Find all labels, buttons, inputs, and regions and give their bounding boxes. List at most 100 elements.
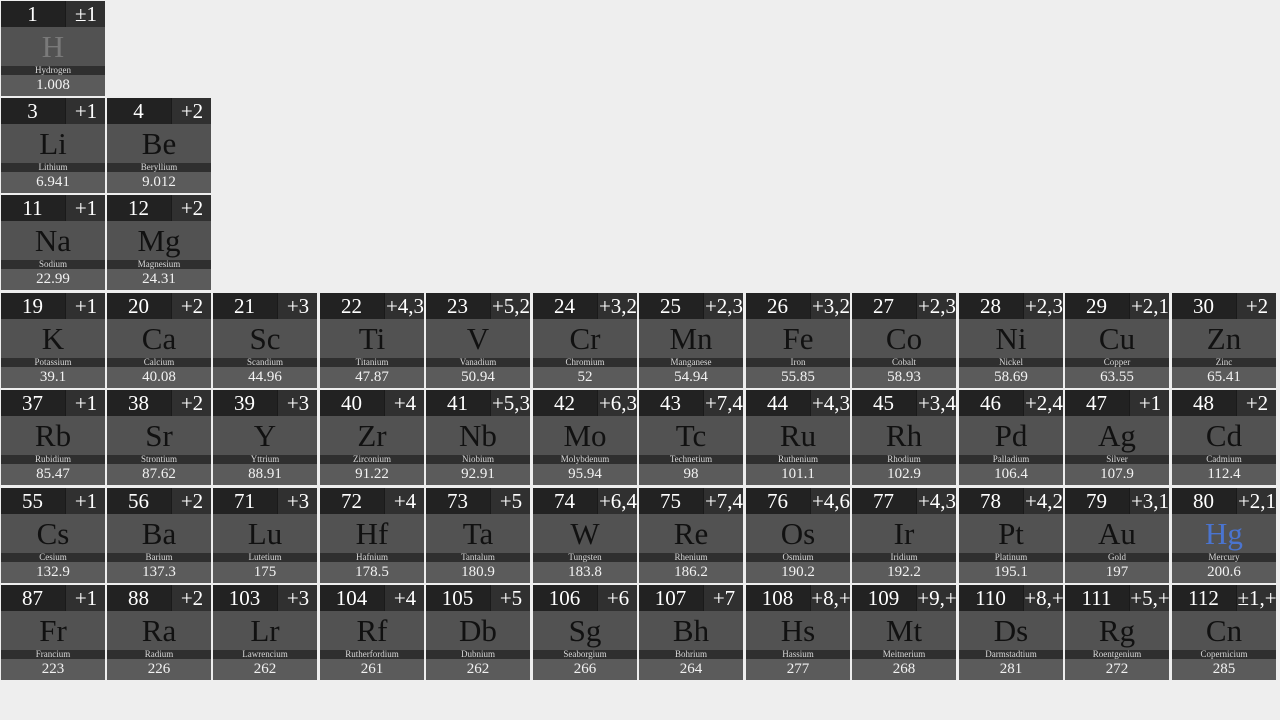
element-header: 78 +4,2: [959, 488, 1063, 514]
element-cell-rhodium[interactable]: 45 +3,4 Rh Rhodium 102.9: [852, 390, 956, 485]
element-cell-rubidium[interactable]: 37 +1 Rb Rubidium 85.47: [1, 390, 105, 485]
atomic-mass: 88.91: [213, 464, 317, 485]
element-cell-gold[interactable]: 79 +3,1 Au Gold 197: [1065, 488, 1169, 583]
element-cell-rhenium[interactable]: 75 +7,4 Re Rhenium 186.2: [639, 488, 743, 583]
element-name: Ruthenium: [746, 455, 850, 464]
element-cell-nickel[interactable]: 28 +2,3 Ni Nickel 58.69: [959, 293, 1063, 388]
element-cell-hafnium[interactable]: 72 +4 Hf Hafnium 178.5: [320, 488, 424, 583]
element-symbol: Rh: [852, 416, 956, 455]
oxidation-states: +4: [384, 585, 424, 611]
atomic-number: 73: [447, 489, 468, 513]
element-cell-bohrium[interactable]: 107 +7 Bh Bohrium 264: [639, 585, 743, 680]
element-cell-osmium[interactable]: 76 +4,6 Os Osmium 190.2: [746, 488, 850, 583]
atomic-number: 105: [441, 586, 474, 610]
element-name: Meitnerium: [852, 650, 956, 659]
element-cell-potassium[interactable]: 19 +1 K Potassium 39.1: [1, 293, 105, 388]
element-header: 72 +4: [320, 488, 424, 514]
oxidation-states: +3,1: [1129, 488, 1169, 514]
element-header: 40 +4: [320, 390, 424, 416]
atomic-mass: 52: [533, 367, 637, 388]
element-name: Vanadium: [426, 358, 530, 367]
element-symbol: Mo: [533, 416, 637, 455]
element-name: Roentgenium: [1065, 650, 1169, 659]
element-cell-seaborgium[interactable]: 106 +6 Sg Seaborgium 266: [533, 585, 637, 680]
element-cell-tungsten[interactable]: 74 +6,4 W Tungsten 183.8: [533, 488, 637, 583]
element-cell-beryllium[interactable]: 4 +2 Be Beryllium 9.012: [107, 98, 211, 193]
element-cell-magnesium[interactable]: 12 +2 Mg Magnesium 24.31: [107, 195, 211, 290]
element-header: 103 +3: [213, 585, 317, 611]
oxidation-states: +2,4: [1023, 390, 1063, 416]
oxidation-states: +6: [597, 585, 637, 611]
atomic-number: 42: [554, 391, 575, 415]
element-cell-copernicium[interactable]: 112 ±1,+ Cn Copernicium 285: [1172, 585, 1276, 680]
element-cell-palladium[interactable]: 46 +2,4 Pd Palladium 106.4: [959, 390, 1063, 485]
element-cell-manganese[interactable]: 25 +2,3 Mn Manganese 54.94: [639, 293, 743, 388]
atomic-mass: 47.87: [320, 367, 424, 388]
element-cell-technetium[interactable]: 43 +7,4 Tc Technetium 98: [639, 390, 743, 485]
element-cell-cadmium[interactable]: 48 +2 Cd Cadmium 112.4: [1172, 390, 1276, 485]
element-cell-iron[interactable]: 26 +3,2 Fe Iron 55.85: [746, 293, 850, 388]
element-cell-radium[interactable]: 88 +2 Ra Radium 226: [107, 585, 211, 680]
element-cell-lithium[interactable]: 3 +1 Li Lithium 6.941: [1, 98, 105, 193]
element-cell-platinum[interactable]: 78 +4,2 Pt Platinum 195.1: [959, 488, 1063, 583]
element-name: Seaborgium: [533, 650, 637, 659]
oxidation-states: +2: [171, 585, 211, 611]
atomic-number: 110: [975, 586, 1006, 610]
element-symbol: Ds: [959, 611, 1063, 650]
element-cell-cesium[interactable]: 55 +1 Cs Cesium 132.9: [1, 488, 105, 583]
atomic-mass: 87.62: [107, 464, 211, 485]
element-cell-chromium[interactable]: 24 +3,2 Cr Chromium 52: [533, 293, 637, 388]
element-name: Barium: [107, 553, 211, 562]
atomic-mass: 6.941: [1, 172, 105, 193]
element-name: Dubnium: [426, 650, 530, 659]
element-cell-mercury[interactable]: 80 +2,1 Hg Mercury 200.6: [1172, 488, 1276, 583]
element-cell-rutherfordium[interactable]: 104 +4 Rf Rutherfordium 261: [320, 585, 424, 680]
oxidation-states: ±1,+: [1236, 585, 1276, 611]
element-cell-zirconium[interactable]: 40 +4 Zr Zirconium 91.22: [320, 390, 424, 485]
element-cell-copper[interactable]: 29 +2,1 Cu Copper 63.55: [1065, 293, 1169, 388]
element-cell-tantalum[interactable]: 73 +5 Ta Tantalum 180.9: [426, 488, 530, 583]
element-cell-roentgenium[interactable]: 111 +5,+ Rg Roentgenium 272: [1065, 585, 1169, 680]
element-cell-titanium[interactable]: 22 +4,3 Ti Titanium 47.87: [320, 293, 424, 388]
element-header: 77 +4,3: [852, 488, 956, 514]
element-cell-zinc[interactable]: 30 +2 Zn Zinc 65.41: [1172, 293, 1276, 388]
element-cell-scandium[interactable]: 21 +3 Sc Scandium 44.96: [213, 293, 317, 388]
element-cell-lawrencium[interactable]: 103 +3 Lr Lawrencium 262: [213, 585, 317, 680]
oxidation-states: +5,+: [1129, 585, 1169, 611]
element-cell-strontium[interactable]: 38 +2 Sr Strontium 87.62: [107, 390, 211, 485]
element-cell-yttrium[interactable]: 39 +3 Y Yttrium 88.91: [213, 390, 317, 485]
element-header: 79 +3,1: [1065, 488, 1169, 514]
element-cell-barium[interactable]: 56 +2 Ba Barium 137.3: [107, 488, 211, 583]
element-cell-hassium[interactable]: 108 +8,+ Hs Hassium 277: [746, 585, 850, 680]
element-cell-ruthenium[interactable]: 44 +4,3 Ru Ruthenium 101.1: [746, 390, 850, 485]
atomic-mass: 195.1: [959, 562, 1063, 583]
element-cell-lutetium[interactable]: 71 +3 Lu Lutetium 175: [213, 488, 317, 583]
oxidation-states: +4,3: [384, 293, 424, 319]
element-cell-vanadium[interactable]: 23 +5,2 V Vanadium 50.94: [426, 293, 530, 388]
element-cell-hydrogen[interactable]: 1 ±1 H Hydrogen 1.008: [1, 1, 105, 96]
element-header: 56 +2: [107, 488, 211, 514]
element-cell-calcium[interactable]: 20 +2 Ca Calcium 40.08: [107, 293, 211, 388]
element-cell-sodium[interactable]: 11 +1 Na Sodium 22.99: [1, 195, 105, 290]
element-header: 41 +5,3: [426, 390, 530, 416]
element-cell-iridium[interactable]: 77 +4,3 Ir Iridium 192.2: [852, 488, 956, 583]
atomic-number: 19: [22, 294, 43, 318]
element-cell-meitnerium[interactable]: 109 +9,+ Mt Meitnerium 268: [852, 585, 956, 680]
element-cell-francium[interactable]: 87 +1 Fr Francium 223: [1, 585, 105, 680]
element-symbol: Pt: [959, 514, 1063, 553]
element-name: Cesium: [1, 553, 105, 562]
atomic-mass: 226: [107, 659, 211, 680]
element-header: 46 +2,4: [959, 390, 1063, 416]
atomic-number: 45: [873, 391, 894, 415]
element-cell-dubnium[interactable]: 105 +5 Db Dubnium 262: [426, 585, 530, 680]
element-cell-molybdenum[interactable]: 42 +6,3 Mo Molybdenum 95.94: [533, 390, 637, 485]
element-cell-niobium[interactable]: 41 +5,3 Nb Niobium 92.91: [426, 390, 530, 485]
element-cell-silver[interactable]: 47 +1 Ag Silver 107.9: [1065, 390, 1169, 485]
element-cell-cobalt[interactable]: 27 +2,3 Co Cobalt 58.93: [852, 293, 956, 388]
atomic-mass: 285: [1172, 659, 1276, 680]
element-cell-darmstadtium[interactable]: 110 +8,+ Ds Darmstadtium 281: [959, 585, 1063, 680]
atomic-mass: 262: [426, 659, 530, 680]
atomic-number: 23: [447, 294, 468, 318]
element-name: Mercury: [1172, 553, 1276, 562]
